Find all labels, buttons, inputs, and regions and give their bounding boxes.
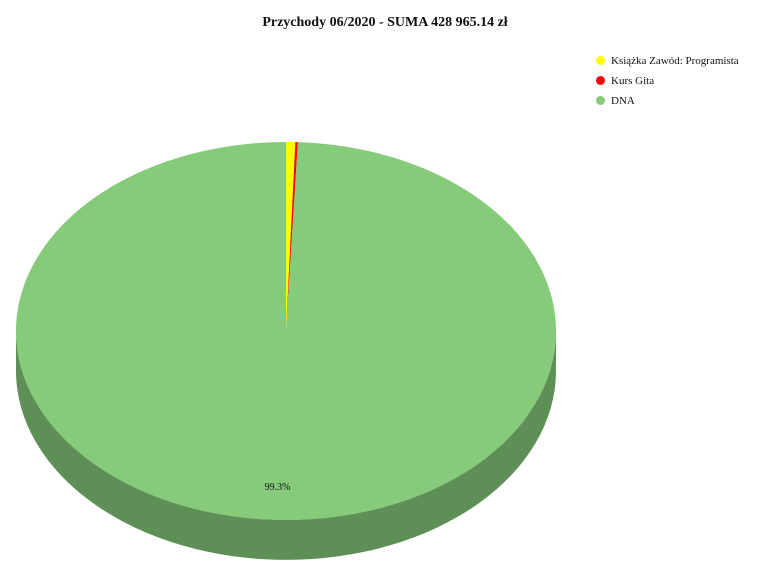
legend-swatch [596, 96, 605, 105]
pie-side-walls [16, 331, 556, 560]
pie-slice-ksia-z-ka-zawo-d-programista[interactable] [286, 142, 296, 331]
pie-slice-kurs-gita[interactable] [286, 142, 298, 331]
chart-title: Przychody 06/2020 - SUMA 428 965.14 zł [262, 15, 508, 30]
legend-item[interactable]: Książka Zawód: Programista [596, 54, 739, 74]
legend-item[interactable]: DNA [596, 94, 739, 114]
pie-side-dna [16, 331, 556, 560]
legend-swatch [596, 56, 605, 65]
legend-swatch [596, 76, 605, 85]
pie-value-label-dna: 99.3% [265, 482, 291, 493]
legend-label: DNA [611, 95, 635, 107]
legend-label: Książka Zawód: Programista [611, 55, 739, 67]
chart-legend: Książka Zawód: Programista Kurs Gita DNA [596, 54, 739, 114]
pie-top-slices [16, 142, 557, 520]
pie-value-labels: 99.3% [265, 482, 291, 493]
legend-label: Kurs Gita [611, 75, 655, 87]
pie-slice-dna[interactable] [16, 142, 557, 520]
legend-item[interactable]: Kurs Gita [596, 74, 739, 94]
